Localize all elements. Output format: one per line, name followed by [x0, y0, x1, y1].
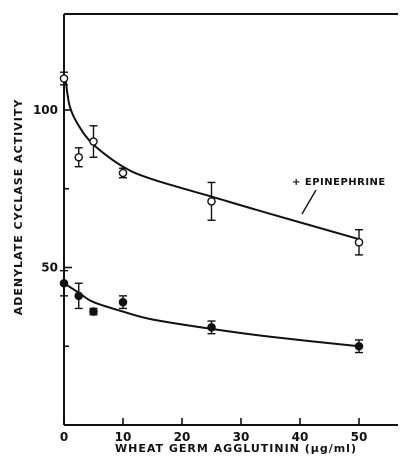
y-tick-label: 50 [41, 261, 58, 275]
data-point-filled [74, 282, 84, 310]
marker [118, 168, 128, 178]
x-tick-label: 40 [292, 430, 309, 444]
marker [354, 341, 364, 351]
data-point-filled [354, 339, 364, 354]
marker [89, 307, 98, 316]
axes [63, 13, 398, 426]
annotation-pointer [301, 189, 317, 215]
data-point-filled [118, 295, 128, 310]
marker [59, 278, 69, 288]
x-axis-label: WHEAT GERM AGGLUTININ (μg/ml) [115, 442, 357, 455]
ticks [63, 109, 360, 425]
data-point-open [118, 167, 128, 179]
x-tick-label: 0 [60, 430, 68, 444]
data-point-open [89, 125, 98, 158]
x-tick-label: 50 [351, 430, 368, 444]
data-point-open [354, 228, 364, 256]
annotation-epinephrine: + EPINEPHRINE [292, 177, 386, 188]
marker [207, 323, 216, 332]
data-point-open [59, 71, 69, 86]
data-point-filled [89, 307, 98, 316]
fit-curve-basal [63, 282, 360, 348]
data-point-open [207, 181, 216, 221]
x-tick-label: 20 [174, 430, 191, 444]
marker [89, 137, 98, 146]
data-points [59, 71, 364, 354]
marker [59, 74, 69, 83]
x-tick-label: 30 [233, 430, 250, 444]
data-point-open [74, 147, 84, 168]
y-axis-label: ADENYLATE CYCLASE ACTIVITY [12, 99, 25, 316]
marker [354, 237, 364, 247]
marker [118, 297, 128, 307]
fit-curve-epinephrine [64, 81, 360, 241]
marker [74, 291, 84, 301]
data-point-filled [207, 320, 216, 335]
x-tick-label: 10 [115, 430, 132, 444]
tick-labels: 0 10 20 30 40 50 50 100 [33, 103, 367, 444]
marker [74, 152, 84, 162]
y-tick-label: 100 [33, 103, 58, 117]
marker [207, 197, 216, 206]
data-point-filled [59, 269, 69, 297]
